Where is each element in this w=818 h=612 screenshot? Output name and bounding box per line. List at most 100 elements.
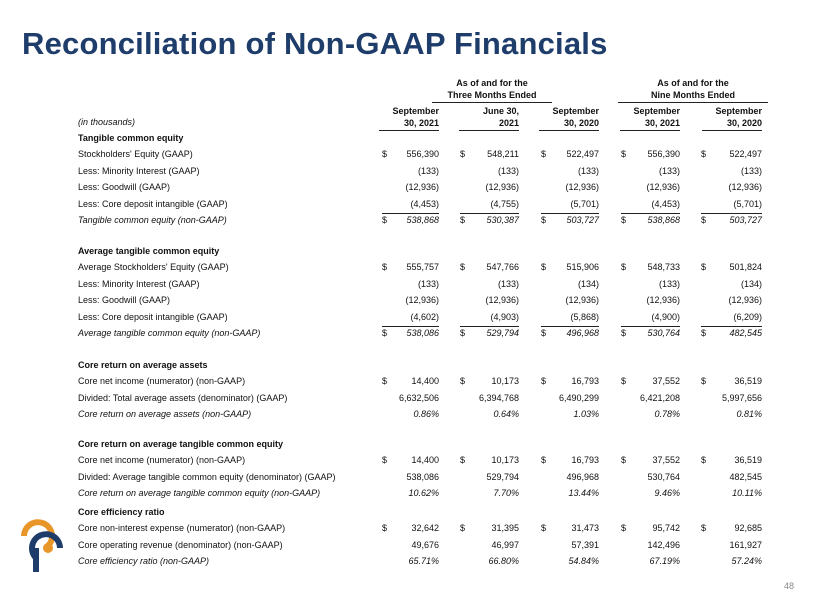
cell-value: 46,997 [491, 539, 519, 550]
cell-value: 10.62% [408, 488, 439, 499]
column-header-line: September [715, 106, 762, 116]
column-header-line: 30, 2021 [403, 117, 439, 128]
cell-value: (5,701) [570, 198, 599, 209]
table-row: Less: Core deposit intangible (GAAP) (4,4… [0, 199, 818, 213]
cell-value: 501,824 [729, 262, 762, 273]
column-header: September 30, 2020 [702, 106, 762, 131]
currency-symbol: $ [621, 149, 627, 160]
table-row: Core non-interest expense (numerator) (n… [0, 523, 818, 537]
subtotal-rule [541, 213, 599, 214]
subtotal-rule [541, 326, 599, 327]
three-months-header-line2: Three Months Ended [447, 90, 537, 100]
cell-value: 10.11% [732, 488, 762, 499]
subtotal-rule [701, 326, 762, 327]
table-row: Core return on average assets (non-GAAP)… [0, 409, 818, 423]
cell-value: 6,632,506 [398, 392, 439, 403]
table-row: Less: Minority Interest (GAAP) (133) (133)… [0, 279, 818, 293]
cell-value: 10,173 [491, 376, 519, 387]
column-header-line: June 30, [482, 106, 519, 116]
cell-value: 482,545 [729, 471, 762, 482]
cell-value: 37,552 [652, 376, 680, 387]
cell-value: (133) [497, 278, 519, 289]
table-row: Core operating revenue (denominator) (no… [0, 540, 818, 554]
row-label: Less: Goodwill (GAAP) [78, 182, 171, 193]
cell-value: 503,727 [566, 215, 599, 225]
table-row: Average Stockholders' Equity (GAAP) $555,… [0, 262, 818, 276]
cell-value: (12,936) [565, 182, 599, 193]
cell-value: 14,400 [411, 455, 439, 466]
currency-symbol: $ [701, 262, 707, 273]
column-header: June 30, 2021 [459, 106, 519, 131]
row-label: Tangible common equity (non-GAAP) [78, 215, 227, 225]
row-label: Less: Minority Interest (GAAP) [78, 278, 200, 289]
cell-value: 6,490,299 [558, 392, 599, 403]
nine-months-header: As of and for the Nine Months Ended [618, 77, 768, 103]
table-row: Core return on average tangible common e… [0, 488, 818, 502]
cell-value: 503,727 [729, 215, 762, 225]
cell-value: 161,927 [729, 539, 762, 550]
cell-value: (133) [658, 165, 680, 176]
cell-value: 31,473 [571, 523, 599, 534]
cell-value: 95,742 [652, 523, 680, 534]
cell-value: 13.44% [568, 488, 599, 499]
column-header-line: 2021 [498, 117, 519, 128]
page-title: Reconciliation of Non-GAAP Financials [22, 26, 608, 61]
column-header-line: September [633, 106, 680, 116]
currency-symbol: $ [382, 328, 388, 338]
cell-value: (133) [577, 165, 599, 176]
section-title: Core efficiency ratio [78, 507, 165, 517]
nine-months-header-line2: Nine Months Ended [651, 90, 735, 100]
cell-value: 16,793 [571, 376, 599, 387]
cell-value: 555,757 [406, 262, 439, 273]
table-row: Less: Goodwill (GAAP) (12,936) (12,936) (12… [0, 295, 818, 309]
cell-value: 547,766 [486, 262, 519, 273]
cell-value: (12,936) [646, 182, 680, 193]
currency-symbol: $ [460, 262, 466, 273]
currency-symbol: $ [621, 376, 627, 387]
subtotal-rule [382, 213, 439, 214]
row-label: Stockholders' Equity (GAAP) [78, 149, 193, 160]
currency-symbol: $ [541, 455, 547, 466]
units-label: (in thousands) [78, 117, 136, 127]
row-label: Less: Core deposit intangible (GAAP) [78, 311, 228, 322]
cell-value: (4,900) [651, 311, 680, 322]
cell-value: 0.81% [736, 409, 762, 420]
currency-symbol: $ [382, 455, 388, 466]
column-header-line: 30, 2020 [726, 117, 762, 128]
cell-value: 496,968 [566, 328, 599, 338]
table-row: Divided: Average tangible common equity … [0, 472, 818, 486]
row-label: Core net income (numerator) (non-GAAP) [78, 455, 246, 466]
currency-symbol: $ [621, 455, 627, 466]
cell-value: 556,390 [406, 149, 439, 160]
currency-symbol: $ [460, 149, 466, 160]
cell-value: 0.86% [413, 409, 439, 420]
table-row: Stockholders' Equity (GAAP) $556,390 $548,… [0, 149, 818, 163]
cell-value: 530,764 [647, 471, 680, 482]
cell-value: 1.03% [573, 409, 599, 420]
cell-value: (5,701) [733, 198, 762, 209]
table-row: Tangible common equity (non-GAAP) $538,86… [0, 215, 818, 229]
currency-symbol: $ [541, 215, 547, 225]
row-label: Core non-interest expense (numerator) (n… [78, 523, 286, 534]
cell-value: 529,794 [486, 471, 519, 482]
row-label: Average tangible common equity (non-GAAP… [78, 328, 261, 338]
cell-value: 522,497 [566, 149, 599, 160]
cell-value: 538,086 [406, 471, 439, 482]
company-logo-icon [21, 519, 63, 572]
row-label: Less: Goodwill (GAAP) [78, 295, 171, 306]
row-label: Divided: Average tangible common equity … [78, 471, 336, 482]
cell-value: 14,400 [411, 376, 439, 387]
cell-value: (12,936) [728, 182, 762, 193]
cell-value: 31,395 [491, 523, 519, 534]
row-label: Average Stockholders' Equity (GAAP) [78, 262, 229, 273]
currency-symbol: $ [460, 455, 466, 466]
cell-value: 529,794 [486, 328, 519, 338]
currency-symbol: $ [382, 215, 388, 225]
cell-value: (4,453) [410, 198, 439, 209]
currency-symbol: $ [460, 523, 466, 534]
cell-value: 57.24% [731, 556, 762, 567]
table-row: Core net income (numerator) (non-GAAP) $1… [0, 376, 818, 390]
cell-value: 496,968 [566, 471, 599, 482]
section-title: Average tangible common equity [78, 246, 220, 256]
cell-value: 556,390 [647, 149, 680, 160]
